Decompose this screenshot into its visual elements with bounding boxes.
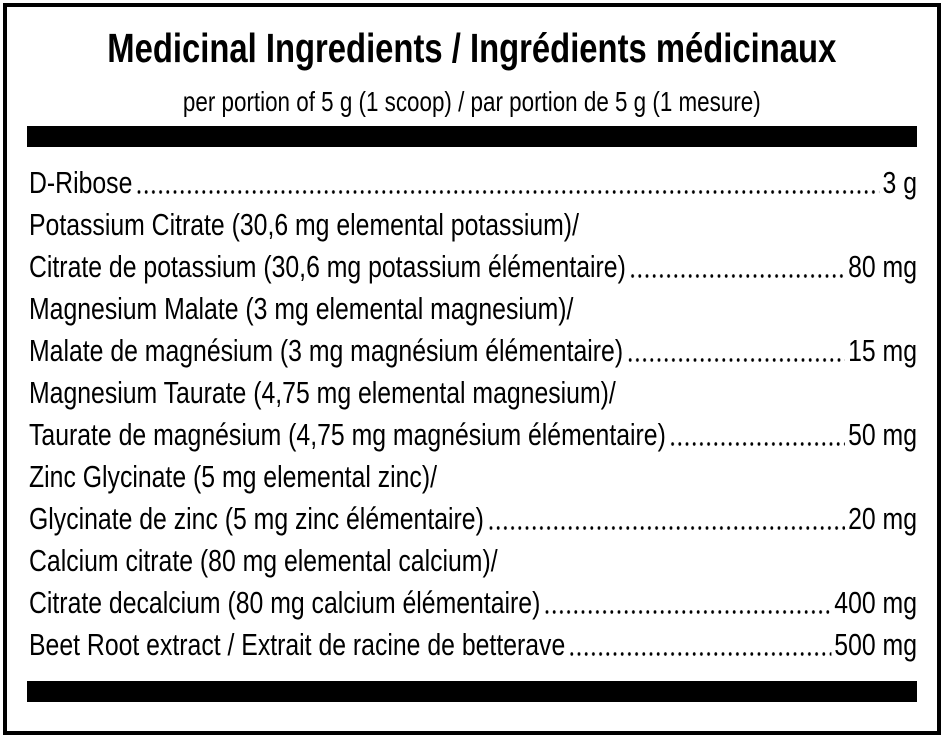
ingredient-row: Beet Root extract / Extrait de racine de…: [29, 624, 917, 666]
ingredient-name: Calcium citrate (80 mg elemental calcium…: [29, 543, 498, 578]
ingredient-row: Citrate de potassium (30,6 mg potassium …: [29, 246, 917, 288]
ingredient-amount: 80 mg: [848, 249, 917, 284]
dot-leader: [669, 442, 845, 446]
ingredient-name: Magnesium Taurate (4,75 mg elemental mag…: [29, 375, 616, 410]
ingredient-row: D-Ribose 3 g: [29, 162, 917, 204]
ingredient-row: Taurate de magnésium (4,75 mg magnésium …: [29, 414, 917, 456]
ingredient-list: D-Ribose 3 g Potassium Citrate (30,6 mg el…: [29, 162, 919, 666]
ingredient-row: Potassium Citrate (30,6 mg elemental pot…: [29, 204, 917, 246]
ingredient-amount: 3 g: [882, 165, 917, 200]
dot-leader: [629, 274, 845, 278]
dot-leader: [487, 526, 845, 530]
ingredient-row: Magnesium Taurate (4,75 mg elemental mag…: [29, 372, 917, 414]
ingredient-amount: 20 mg: [848, 501, 917, 536]
dot-leader: [543, 610, 832, 614]
ingredient-row: Malate de magnésium (3 mg magnésium élém…: [29, 330, 917, 372]
ingredient-label: Medicinal Ingredients / Ingrédients médi…: [3, 3, 941, 735]
ingredient-name: Beet Root extract / Extrait de racine de…: [29, 627, 566, 662]
ingredient-row: Glycinate de zinc (5 mg zinc élémentaire…: [29, 498, 917, 540]
dot-leader: [135, 190, 880, 194]
ingredient-amount: 50 mg: [848, 417, 917, 452]
ingredient-name: Malate de magnésium (3 mg magnésium élém…: [29, 333, 624, 368]
ingredient-row: Zinc Glycinate (5 mg elemental zinc)/: [29, 456, 917, 498]
ingredient-row: Calcium citrate (80 mg elemental calcium…: [29, 540, 917, 582]
ingredient-name: Zinc Glycinate (5 mg elemental zinc)/: [29, 459, 437, 494]
ingredient-name: Potassium Citrate (30,6 mg elemental pot…: [29, 207, 579, 242]
ingredient-name: Glycinate de zinc (5 mg zinc élémentaire…: [29, 501, 484, 536]
ingredient-name: Taurate de magnésium (4,75 mg magnésium …: [29, 417, 666, 452]
ingredient-amount: 500 mg: [834, 627, 917, 662]
ingredient-name: Citrate decalcium (80 mg calcium élément…: [29, 585, 541, 620]
dot-leader: [626, 358, 845, 362]
ingredient-row: Magnesium Malate (3 mg elemental magnesi…: [29, 288, 917, 330]
ingredient-amount: 400 mg: [834, 585, 917, 620]
ingredient-name: Magnesium Malate (3 mg elemental magnesi…: [29, 291, 574, 326]
ingredient-amount: 15 mg: [848, 333, 917, 368]
divider-bar: [27, 681, 917, 702]
ingredient-name: D-Ribose: [29, 165, 133, 200]
title: Medicinal Ingredients / Ingrédients médi…: [107, 25, 837, 71]
divider-bar: [27, 126, 917, 147]
ingredient-name: Citrate de potassium (30,6 mg potassium …: [29, 249, 626, 284]
ingredient-row: Citrate decalcium (80 mg calcium élément…: [29, 582, 917, 624]
subtitle: per portion of 5 g (1 scoop) / par porti…: [182, 86, 761, 117]
dot-leader: [568, 652, 832, 656]
